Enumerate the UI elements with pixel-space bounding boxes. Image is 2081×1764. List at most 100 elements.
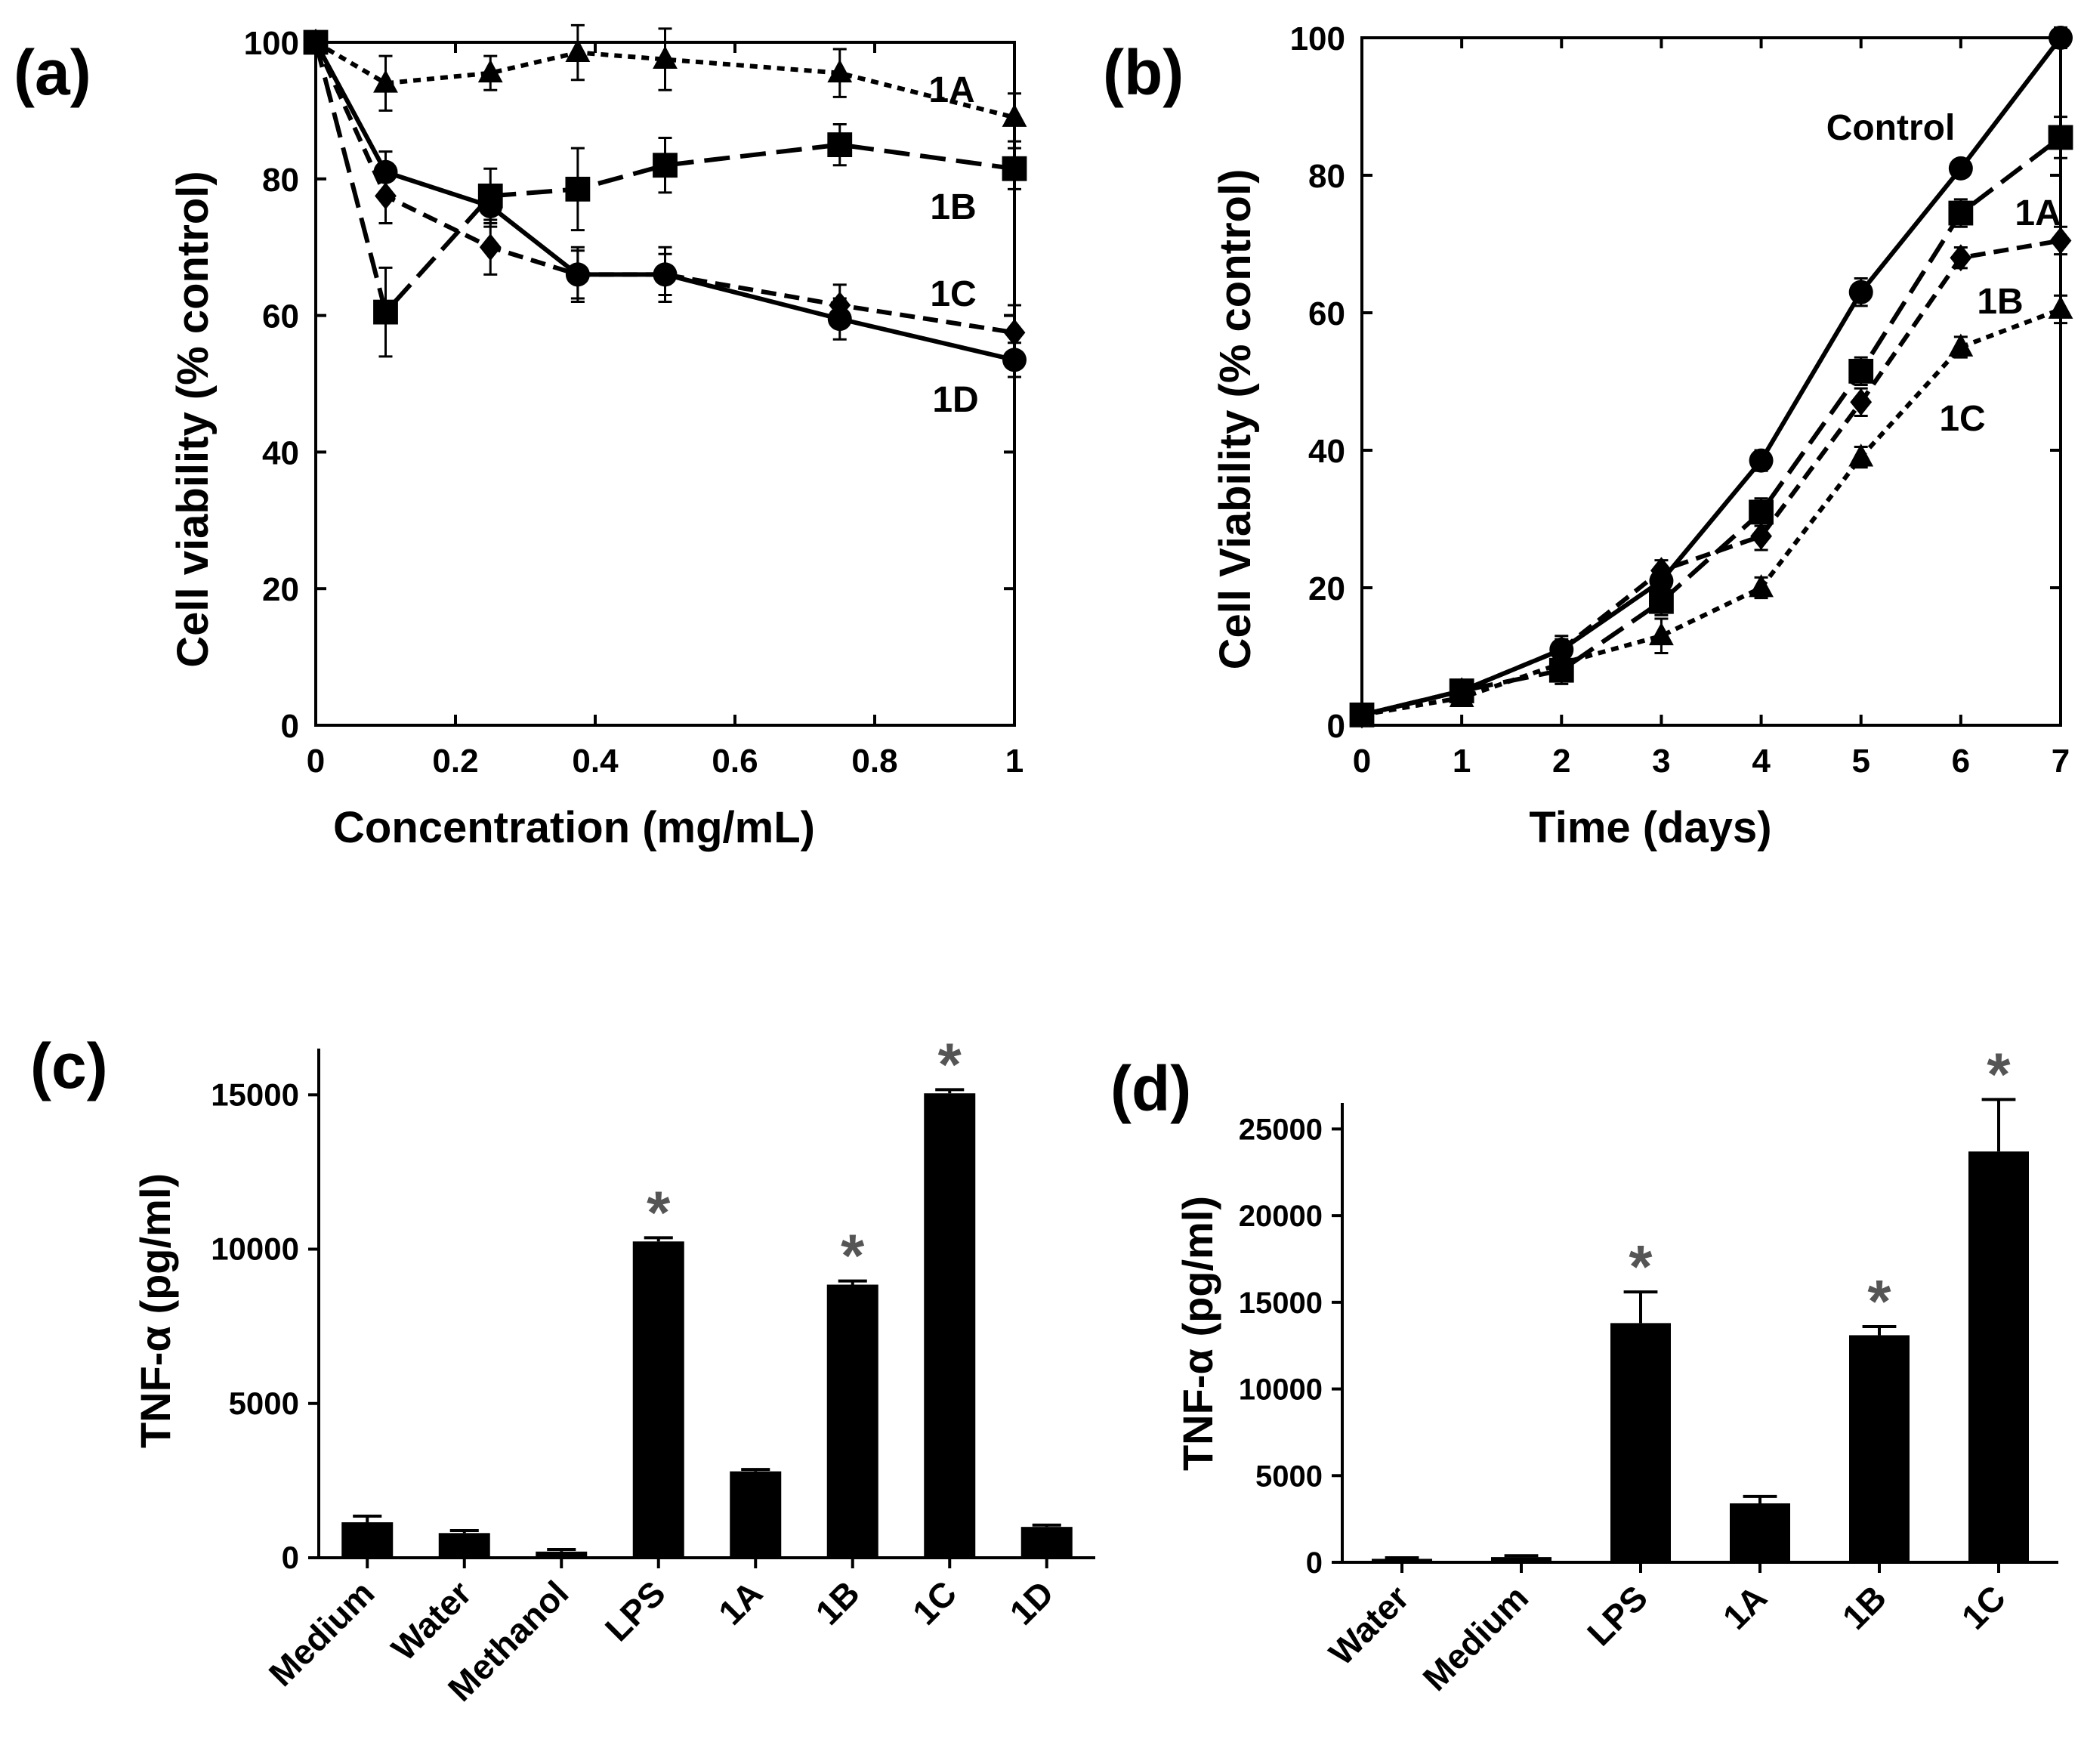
data-point — [827, 59, 853, 83]
category-label: Medium — [261, 1573, 382, 1694]
series-label: 1D — [932, 380, 978, 420]
category-label: Water — [1321, 1577, 1416, 1673]
x-tick-label: 0.2 — [432, 743, 478, 780]
series-1b: 1B — [1351, 225, 2072, 729]
series-label: 1B — [1977, 282, 2023, 322]
data-point — [1749, 574, 1774, 598]
x-tick-label: 6 — [1952, 743, 1970, 780]
y-tick-label: 40 — [262, 434, 299, 471]
panel-a-label: (a) — [14, 37, 91, 108]
bar-group-1a: 1A — [711, 1468, 782, 1633]
y-tick-label: 80 — [262, 162, 299, 199]
series-label: Control — [1826, 108, 1956, 148]
bar-group-1c: 1C * — [905, 1030, 976, 1633]
data-point — [2049, 26, 2073, 50]
category-label: 1B — [1835, 1577, 1894, 1636]
data-point — [1650, 557, 1672, 585]
bar — [1968, 1151, 2029, 1562]
significance-marker: * — [938, 1030, 962, 1098]
bar — [826, 1284, 878, 1558]
series-line — [1361, 307, 2062, 718]
y-tick-label: 100 — [1290, 20, 1345, 57]
data-point — [1948, 156, 1973, 181]
category-label: LPS — [1579, 1577, 1655, 1653]
bar — [438, 1533, 490, 1558]
y-tick-label: 60 — [1308, 295, 1345, 332]
y-tick-label: 0 — [1327, 708, 1345, 745]
series-1c: 1C — [1349, 294, 2073, 724]
bar-group-1b: 1B * — [1835, 1268, 1910, 1637]
data-point — [829, 292, 851, 320]
bar-group-1d: 1D — [1002, 1523, 1073, 1633]
bar — [536, 1551, 588, 1558]
bar — [1372, 1559, 1432, 1562]
bar-group-1c: 1C * — [1954, 1040, 2029, 1637]
data-point — [2048, 295, 2073, 319]
y-tick-label: 5000 — [1255, 1460, 1323, 1493]
bar-group-medium: Medium — [1415, 1554, 1551, 1698]
bar — [632, 1241, 684, 1558]
bar — [1610, 1323, 1671, 1562]
data-point — [479, 233, 502, 261]
bar — [1020, 1527, 1073, 1558]
y-tick-label: 0 — [1306, 1546, 1323, 1580]
data-point — [1749, 448, 1774, 473]
y-tick-label: 40 — [1308, 433, 1345, 470]
data-point — [375, 182, 397, 210]
x-tick-label: 1 — [1453, 743, 1471, 780]
category-label: Medium — [1415, 1577, 1536, 1698]
series-label: 1C — [930, 274, 976, 314]
y-tick-label: 80 — [1308, 158, 1345, 195]
panel-b-viability-vs-time: (b) Time (days) Cell Viability (% contro… — [1103, 20, 2073, 852]
x-tick-label: 0.4 — [572, 743, 619, 780]
series-1d: 1D — [303, 23, 1027, 420]
category-label: 1D — [1002, 1573, 1061, 1632]
significance-marker: * — [1867, 1268, 1891, 1335]
series-label: 1C — [1939, 399, 1985, 439]
data-point — [1848, 443, 1874, 467]
series-label: 1A — [2015, 193, 2061, 233]
y-tick-label: 0 — [281, 708, 299, 745]
data-point — [1850, 388, 1873, 416]
y-tick-label: 15000 — [211, 1077, 299, 1112]
series-line — [1361, 238, 2061, 718]
y-tick-label: 20 — [1308, 570, 1345, 607]
x-tick-label: 5 — [1851, 743, 1870, 780]
x-tick-label: 0.8 — [851, 743, 897, 780]
data-point — [1649, 589, 1674, 614]
category-label: LPS — [597, 1573, 673, 1648]
x-tick-label: 0.6 — [712, 743, 758, 780]
significance-marker: * — [1629, 1233, 1653, 1300]
data-point — [565, 176, 591, 202]
y-tick-label: 25000 — [1239, 1113, 1323, 1146]
y-tick-label: 10000 — [1239, 1373, 1323, 1407]
x-tick-label: 0 — [1353, 743, 1371, 780]
plot-frame — [1360, 36, 2062, 727]
y-tick-label: 10000 — [211, 1231, 299, 1267]
panel-b-label: (b) — [1103, 37, 1184, 108]
data-point — [373, 299, 398, 325]
y-tick-label: 60 — [262, 298, 299, 335]
panel-c-tnf-alpha-bars: (c) TNF-α (pg/ml) 0 5000 10000 15000 Medium W… — [30, 1030, 1095, 1709]
bar — [1491, 1557, 1551, 1562]
data-point — [1948, 333, 1974, 357]
data-point — [1948, 200, 1974, 226]
category-label: 1C — [1954, 1577, 2013, 1636]
panel-d-y-axis-title: TNF-α (pg/ml) — [1174, 1196, 1221, 1471]
data-point — [565, 39, 591, 62]
panel-b-x-axis-title: Time (days) — [1529, 803, 1771, 852]
data-point — [1002, 103, 1027, 127]
x-tick-label: 0 — [307, 743, 325, 780]
series-line — [1361, 36, 2063, 718]
data-point — [1950, 244, 1972, 272]
bar-group-water: Water — [1321, 1556, 1432, 1673]
x-tick-label: 4 — [1752, 743, 1771, 780]
data-point — [1002, 156, 1027, 181]
y-tick-label: 100 — [244, 25, 299, 62]
panel-a-y-axis-title: Cell viability (% control) — [168, 171, 218, 667]
x-tick-label: 2 — [1552, 743, 1570, 780]
category-label: 1A — [1715, 1577, 1774, 1636]
data-point — [1550, 635, 1573, 663]
bar-group-1a: 1A — [1715, 1494, 1790, 1637]
data-point — [1749, 499, 1774, 525]
